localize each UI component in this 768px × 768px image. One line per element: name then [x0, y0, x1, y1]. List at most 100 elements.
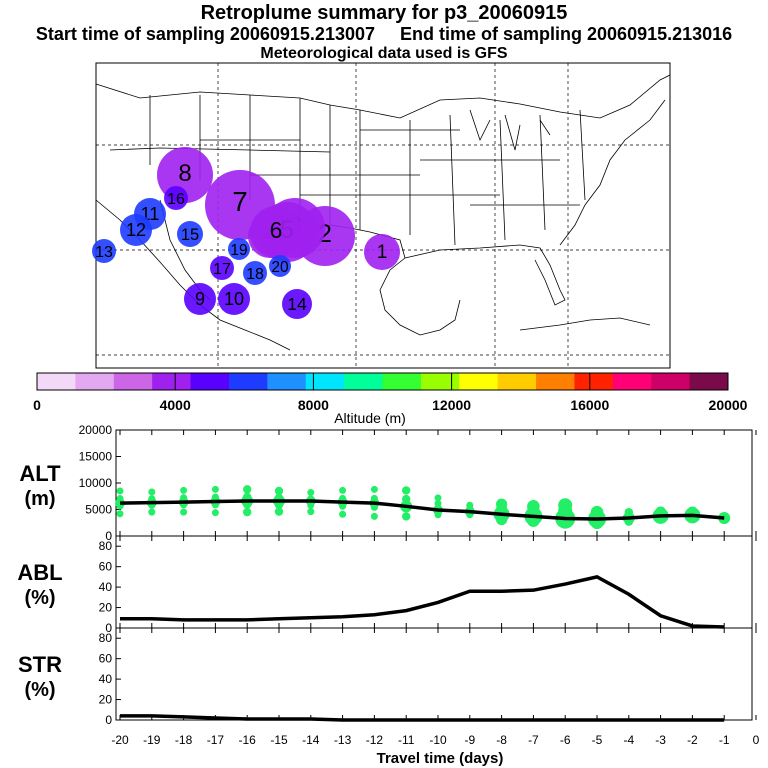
plume-circle [228, 238, 250, 260]
colorbar-tick-label: 0 [33, 397, 41, 413]
alt-spread-dot [339, 510, 347, 518]
y-tick-label: 15000 [79, 450, 113, 464]
plume-circle [269, 255, 291, 277]
plume-circle [184, 283, 216, 315]
x-tick-label: -6 [560, 733, 571, 747]
y-tick-label: 0 [105, 713, 112, 727]
x-tick-label: -14 [302, 733, 320, 747]
y-tick-label: 80 [99, 539, 113, 553]
panel-alt: 0 5000 10000 15000 20000 ALT(m) [19, 423, 757, 543]
x-tick-label: -9 [464, 733, 475, 747]
alt-spread-dot [180, 486, 188, 494]
alt-spread-dot [434, 494, 442, 502]
plume-circle [205, 170, 275, 240]
colorbar-swatch [612, 373, 652, 390]
plume-day-label: 8 [178, 160, 191, 187]
alt-spread-dot [370, 485, 378, 493]
plume-day-label: 12 [126, 220, 146, 240]
colorbar-swatch [497, 373, 537, 390]
x-tick-label: -12 [366, 733, 384, 747]
panel-str: 0 20 40 60 80 STR(%) [18, 627, 757, 727]
colorbar-tick-label: 16000 [570, 397, 609, 413]
met-data-label: Meteorological data used is GFS [260, 45, 508, 62]
plume-markers: 1234567891011121314151617181920 [92, 147, 400, 319]
coast-caribbean [519, 317, 651, 331]
colorbar-swatch [574, 373, 614, 390]
y-tick-label: 0 [105, 621, 112, 635]
plume-circle [243, 261, 267, 285]
time-series-panels: 05000100001500020000ALT(m)020406080ABL(%… [17, 423, 759, 767]
alt-spread-dot [370, 512, 378, 520]
coast-gulf-us [404, 244, 566, 306]
coast-atlantic [559, 99, 666, 246]
y-tick-label: 20 [99, 693, 113, 707]
x-tick-label: -13 [334, 733, 352, 747]
plume-circle [210, 256, 234, 280]
great-lakes [469, 109, 551, 151]
x-tick-label: -8 [496, 733, 507, 747]
alt-spread-dot [211, 509, 219, 517]
alt-spread-dot [148, 488, 156, 496]
panel-frame [115, 627, 753, 721]
plume-circle [177, 221, 203, 247]
plume-circle [120, 214, 152, 246]
altitude-colorbar: 0 4000 8000 12000 16000 20000 [33, 372, 748, 413]
panel-label-bottom: (m) [24, 488, 55, 510]
panel-label-top: ALT [19, 461, 61, 486]
colorbar-swatch [344, 373, 383, 390]
x-tick-label: -4 [623, 733, 634, 747]
alt-spread-dot [116, 510, 124, 518]
end-time-label: End time of sampling 20060915.213016 [400, 24, 733, 44]
plume-day-label: 17 [213, 261, 231, 278]
panel-label-bottom: (%) [24, 587, 55, 609]
colorbar-swatch [190, 373, 230, 390]
x-tick-label: -10 [429, 733, 447, 747]
plume-day-label: 9 [195, 289, 205, 309]
colorbar-label: Altitude (m) [334, 410, 406, 426]
plume-circle [92, 239, 116, 263]
series-line-str [120, 714, 725, 722]
colorbar-swatch [651, 373, 691, 390]
x-axis-label: Travel time (days) [377, 750, 504, 767]
sampling-time-line: Start time of sampling 20060915.213007 E… [0, 24, 768, 45]
colorbar-swatch [37, 373, 76, 390]
alt-spread-dot [211, 485, 219, 493]
alt-spread-dot [274, 507, 284, 516]
alt-spread-dot [434, 499, 442, 507]
y-tick-label: 80 [99, 631, 113, 645]
plume-circle [364, 234, 400, 270]
colorbar-swatch [305, 373, 345, 390]
coast-gulf-mexico [379, 257, 461, 336]
alt-spread-dot [402, 512, 411, 521]
plume-day-label: 16 [167, 191, 185, 208]
x-tick-label: -18 [175, 733, 193, 747]
plume-day-label: 7 [232, 186, 247, 217]
alt-spread-dot [243, 507, 252, 517]
x-tick-label: -11 [398, 733, 415, 747]
x-tick-label: -7 [528, 733, 539, 747]
y-tick-label: 20000 [79, 423, 113, 437]
plume-day-label: 10 [224, 289, 244, 309]
plume-circle [282, 289, 312, 319]
plume-day-label: 14 [287, 294, 307, 314]
plume-day-label: 1 [377, 242, 388, 263]
colorbar-swatch [75, 373, 115, 390]
x-tick-label: -5 [592, 733, 603, 747]
panel-label-top: ABL [17, 560, 62, 585]
alt-spread-dot [180, 508, 188, 516]
figure-title: Retroplume summary for p3_20060915 [200, 2, 568, 24]
x-tick-label: -2 [687, 733, 698, 747]
x-tick-label: -17 [207, 733, 225, 747]
colorbar-swatch [420, 373, 460, 390]
y-tick-label: 40 [99, 672, 113, 686]
plume-day-label: 6 [270, 217, 283, 243]
colorbar-swatch [689, 373, 729, 390]
alt-spread-dot [243, 485, 252, 494]
colorbar-swatch [113, 373, 153, 390]
series-line-alt [119, 499, 725, 521]
plume-day-label: 15 [181, 226, 199, 244]
x-tick-label: -15 [270, 733, 288, 747]
plume-day-label: 18 [246, 266, 264, 283]
alt-spread-dot [307, 508, 315, 516]
